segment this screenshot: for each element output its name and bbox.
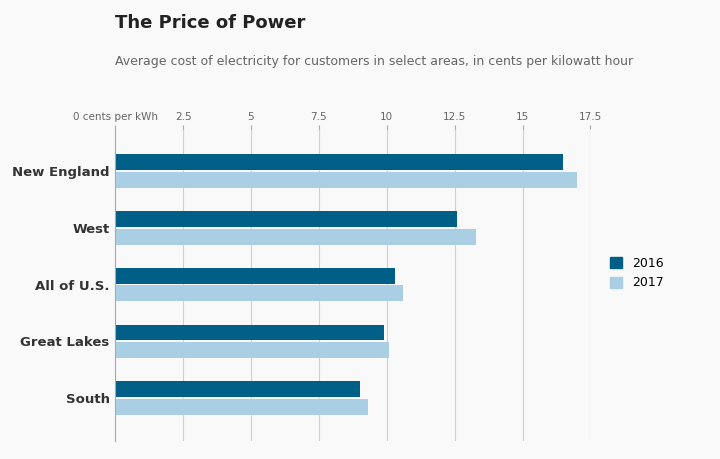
Text: Average cost of electricity for customers in select areas, in cents per kilowatt: Average cost of electricity for customer… [115,55,634,68]
Bar [115,268,395,284]
Bar [115,342,390,358]
Bar [115,154,563,170]
Bar [115,381,359,397]
Bar [115,229,477,245]
Bar [115,285,403,301]
Bar [115,399,368,415]
Legend: 2016, 2017: 2016, 2017 [606,253,668,293]
Text: The Price of Power: The Price of Power [115,14,305,32]
Bar [115,172,577,188]
Bar [115,211,457,227]
Bar [115,325,384,341]
